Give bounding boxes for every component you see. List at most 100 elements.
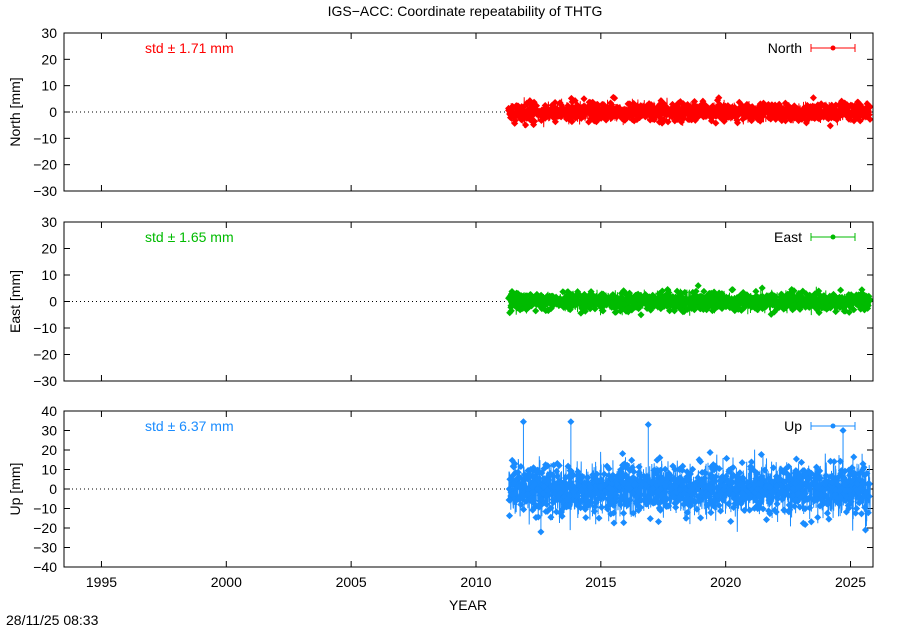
data-point: [607, 292, 615, 300]
data-point: [832, 308, 840, 316]
data-point: [781, 490, 789, 498]
data-point: [837, 495, 845, 504]
data-point: [580, 290, 588, 298]
data-point: [610, 509, 618, 517]
data-point: [799, 106, 808, 115]
data-point: [772, 108, 780, 116]
data-point: [761, 466, 769, 474]
data-point: [724, 478, 732, 486]
data-point: [780, 478, 788, 486]
data-point: [732, 487, 740, 495]
data-point: [599, 290, 607, 298]
data-point: [855, 499, 863, 507]
data-point: [711, 296, 719, 304]
data-point: [706, 108, 714, 116]
data-point: [836, 457, 844, 465]
data-point: [752, 287, 760, 295]
data-point: [715, 501, 723, 509]
y-tick-label: −30: [33, 183, 57, 199]
data-point: [717, 476, 725, 484]
data-point: [784, 298, 792, 306]
data-point: [550, 107, 558, 115]
data-point: [592, 118, 600, 126]
data-point: [524, 490, 532, 498]
data-point: [654, 467, 662, 475]
x-tick-label: 2020: [710, 574, 741, 590]
y-tick-label: 30: [41, 214, 57, 230]
data-point: [549, 292, 557, 300]
data-point: [817, 496, 825, 504]
data-point: [657, 305, 665, 313]
data-point: [801, 505, 809, 513]
data-point: [804, 475, 812, 483]
data-point: [541, 475, 549, 483]
data-point: [655, 504, 664, 512]
data-point: [540, 483, 548, 491]
data-point: [709, 497, 717, 505]
data-point: [789, 484, 797, 493]
data-point: [587, 483, 595, 492]
data-point: [630, 303, 638, 311]
x-tick-label: 2005: [336, 574, 367, 590]
data-point: [625, 293, 633, 301]
data-point: [546, 469, 554, 478]
data-point: [654, 487, 662, 495]
data-point: [567, 300, 575, 308]
data-point: [597, 483, 605, 491]
y-tick-label: −10: [33, 320, 57, 336]
data-point: [729, 478, 737, 486]
data-point: [582, 496, 590, 504]
data-point: [682, 498, 691, 506]
data-point: [795, 473, 804, 481]
data-point: [712, 119, 720, 127]
data-point: [630, 99, 638, 107]
data-point: [506, 114, 515, 122]
data-point: [751, 304, 760, 312]
data-point: [652, 496, 660, 504]
data-point: [708, 463, 716, 471]
data-point: [728, 113, 736, 121]
data-point: [713, 104, 721, 112]
data-point: [559, 288, 567, 296]
data-point: [564, 105, 572, 113]
data-point: [863, 100, 871, 108]
x-tick-label: 2000: [211, 574, 242, 590]
data-point: [631, 479, 639, 488]
data-point: [822, 299, 830, 307]
data-point: [575, 104, 583, 112]
data-point: [732, 499, 740, 507]
data-point: [698, 488, 706, 496]
data-point: [826, 292, 834, 300]
data-point: [826, 302, 835, 310]
data-point: [670, 493, 678, 501]
data-point: [822, 492, 830, 500]
chart-title: IGS−ACC: Coordinate repeatability of THT…: [328, 3, 603, 19]
data-point: [623, 306, 631, 314]
data-point: [722, 472, 730, 480]
data-point: [747, 109, 755, 117]
data-point: [517, 501, 525, 509]
data-point: [740, 506, 748, 514]
data-point: [826, 122, 834, 130]
data-point: [810, 291, 818, 299]
data-point: [506, 475, 514, 483]
data-point: [764, 100, 772, 109]
panel-frame: [63, 410, 874, 568]
timestamp: 28/11/25 08:33: [6, 612, 99, 628]
data-point: [537, 116, 545, 125]
data-point: [600, 297, 609, 305]
y-tick-label: 20: [41, 51, 57, 67]
data-point: [608, 497, 616, 505]
data-point: [596, 297, 604, 305]
data-point: [590, 108, 598, 116]
data-point: [662, 482, 670, 490]
data-point: [837, 286, 845, 294]
data-point: [536, 111, 544, 119]
data-point: [654, 518, 663, 526]
data-point: [569, 291, 577, 299]
data-point: [778, 291, 787, 300]
data-point: [677, 118, 685, 126]
data-point: [530, 504, 538, 512]
data-point: [818, 109, 826, 117]
data-point: [795, 484, 803, 492]
